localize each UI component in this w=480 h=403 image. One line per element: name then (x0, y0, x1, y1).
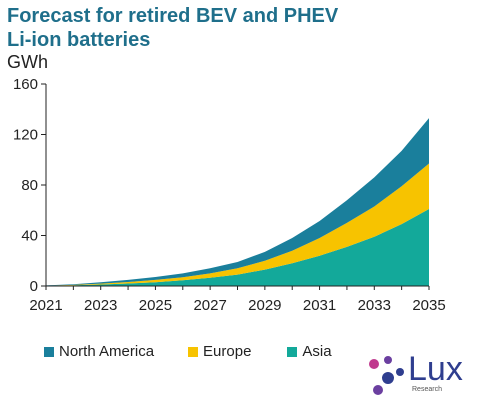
lux-research-logo: Lux Research (366, 350, 476, 400)
y-tick-label-0: 0 (30, 278, 38, 295)
lux-logo-icon (369, 356, 404, 395)
chart-legend: North America Europe Asia (44, 343, 332, 360)
chart-title-line-1: Forecast for retired BEV and PHEV (7, 5, 339, 27)
y-axis-unit: GWh (7, 52, 49, 72)
legend-item-europe: Europe (188, 343, 251, 360)
legend-swatch-asia (287, 346, 298, 357)
legend-item-asia: Asia (287, 343, 332, 360)
legend-label-north-america: North America (59, 343, 155, 360)
x-tick-label-2031: 2031 (303, 297, 336, 314)
x-tick-label-2033: 2033 (358, 297, 391, 314)
area-north-america (46, 118, 429, 286)
chart-title-line-2: Li-ion batteries (7, 29, 151, 51)
chart-title: Forecast for retired BEV and PHEV Li-ion… (7, 4, 387, 52)
area-asia (46, 209, 429, 286)
x-tick-label-2029: 2029 (248, 297, 281, 314)
legend-label-europe: Europe (203, 343, 252, 360)
x-tick-label-2027: 2027 (193, 297, 226, 314)
legend-item-north-america: North America (44, 343, 154, 360)
y-tick-label-160: 160 (13, 76, 38, 93)
y-tick-label-120: 120 (13, 127, 38, 144)
legend-label-asia: Asia (302, 343, 332, 360)
x-tick-label-2035: 2035 (412, 297, 445, 314)
x-tick-label-2023: 2023 (84, 297, 117, 314)
x-tick-label-2025: 2025 (139, 297, 172, 314)
logo-name: Lux (408, 350, 463, 388)
x-tick-label-2021: 2021 (29, 297, 62, 314)
area-europe (46, 163, 429, 286)
legend-swatch-europe (188, 346, 199, 357)
logo-subtitle: Research (412, 386, 442, 393)
legend-swatch-north-america (44, 346, 54, 357)
y-tick-label-80: 80 (21, 177, 38, 194)
y-tick-label-40: 40 (21, 228, 38, 245)
